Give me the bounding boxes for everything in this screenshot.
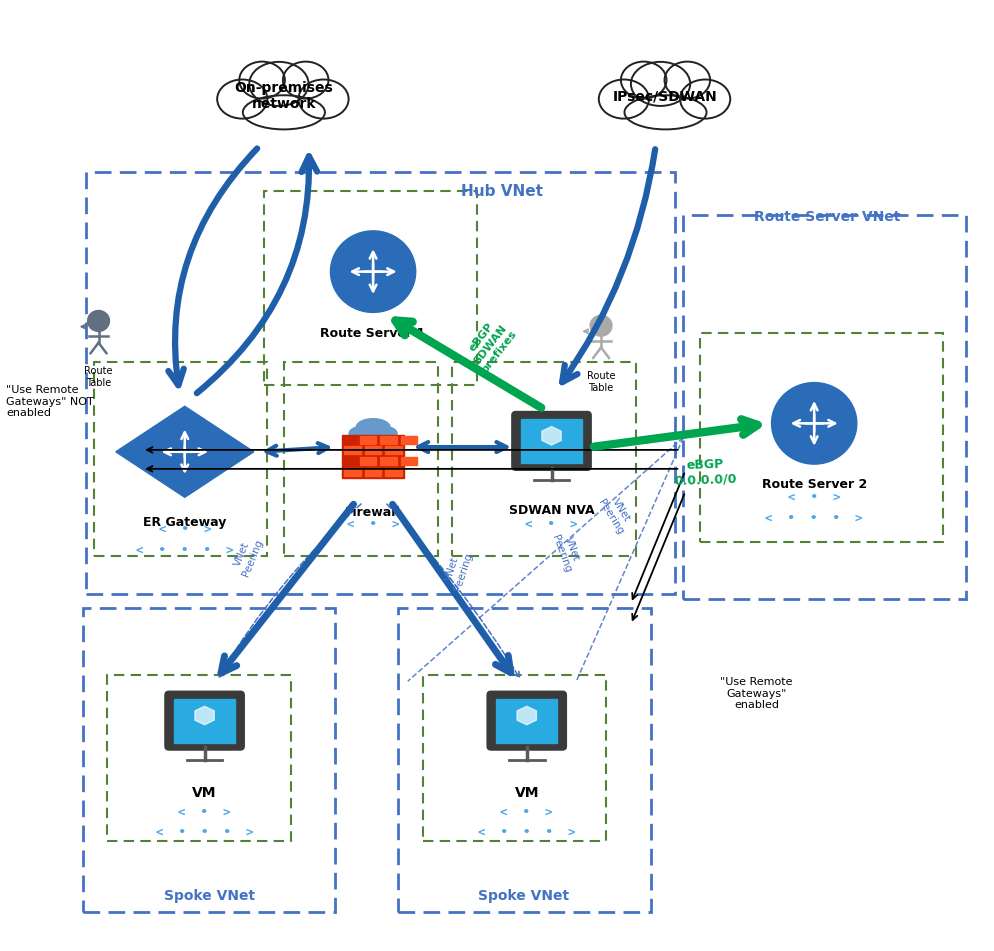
Text: <  •  •  •  >: < • • • > <box>765 512 863 525</box>
Text: <  •  >: < • > <box>158 523 211 536</box>
Text: Spoke VNet: Spoke VNet <box>164 888 255 902</box>
Bar <box>360 436 377 443</box>
Bar <box>398 609 651 912</box>
Text: Route Server VNet: Route Server VNet <box>753 209 901 223</box>
Text: eBGP
SDWAN
prefixes: eBGP SDWAN prefixes <box>461 315 519 375</box>
Text: eBGP
0.0.0.0/0: eBGP 0.0.0.0/0 <box>673 457 737 488</box>
Text: Route
Table: Route Table <box>84 366 112 388</box>
Bar <box>264 191 477 385</box>
Polygon shape <box>542 427 562 445</box>
Text: VNet
Peering: VNet Peering <box>596 491 635 535</box>
Bar <box>342 435 404 477</box>
Text: <  •  >: < • > <box>347 518 400 532</box>
Text: "Use Remote
Gateways" NOT
enabled: "Use Remote Gateways" NOT enabled <box>6 385 94 418</box>
Ellipse shape <box>298 80 349 119</box>
Bar <box>344 446 361 455</box>
FancyBboxPatch shape <box>487 691 567 750</box>
Text: <  •  •  •  >: < • • • > <box>478 826 576 840</box>
Bar <box>365 468 382 476</box>
Bar <box>700 333 943 542</box>
Text: Route Server 1: Route Server 1 <box>320 326 425 340</box>
Bar <box>380 436 397 443</box>
Ellipse shape <box>349 427 373 440</box>
Bar <box>365 446 382 455</box>
Polygon shape <box>115 406 253 497</box>
Text: "Use Remote
Gateways"
enabled: "Use Remote Gateways" enabled <box>721 677 793 710</box>
Ellipse shape <box>374 427 397 440</box>
Text: ER Gateway: ER Gateway <box>143 516 227 530</box>
Text: Route Server 2: Route Server 2 <box>761 478 867 492</box>
Text: VNet
Peering: VNet Peering <box>230 534 264 578</box>
Text: <  •  >: < • > <box>501 805 553 819</box>
Polygon shape <box>517 707 537 725</box>
Text: VNet
Peering: VNet Peering <box>550 529 583 573</box>
Ellipse shape <box>283 62 328 99</box>
Circle shape <box>87 311 109 331</box>
Bar <box>683 215 966 599</box>
FancyBboxPatch shape <box>521 419 582 463</box>
Ellipse shape <box>249 62 308 106</box>
FancyBboxPatch shape <box>512 412 591 471</box>
Text: On-premises
network: On-premises network <box>235 81 333 111</box>
Ellipse shape <box>217 80 267 119</box>
Circle shape <box>330 231 415 313</box>
Text: VNet
Peering: VNet Peering <box>441 549 474 592</box>
Text: SDWAN NVA: SDWAN NVA <box>509 504 594 517</box>
Text: Route
Table: Route Table <box>586 371 615 393</box>
Ellipse shape <box>240 62 285 99</box>
Ellipse shape <box>598 80 649 119</box>
Text: <  •  >: < • > <box>788 491 841 504</box>
Ellipse shape <box>621 62 667 99</box>
Ellipse shape <box>631 62 690 106</box>
Ellipse shape <box>243 95 325 129</box>
Bar <box>452 361 636 556</box>
Ellipse shape <box>356 418 390 436</box>
Bar <box>422 674 606 841</box>
Text: <  •  >: < • > <box>525 518 578 532</box>
FancyBboxPatch shape <box>496 699 558 743</box>
Ellipse shape <box>680 80 731 119</box>
Bar <box>386 468 402 476</box>
Bar <box>284 361 437 556</box>
Bar <box>107 674 291 841</box>
Bar <box>401 436 417 443</box>
Text: VM: VM <box>193 786 217 800</box>
Bar <box>93 361 267 556</box>
FancyBboxPatch shape <box>165 691 245 750</box>
Ellipse shape <box>665 62 710 99</box>
Bar <box>360 457 377 465</box>
Text: VM: VM <box>515 786 539 800</box>
Bar <box>386 446 402 455</box>
Text: <  •  •  •  >: < • • • > <box>136 544 234 557</box>
Bar <box>401 457 417 465</box>
Text: IPsec/SDWAN: IPsec/SDWAN <box>613 89 718 104</box>
Polygon shape <box>195 707 215 725</box>
Text: <  •  •  •  >: < • • • > <box>156 826 253 840</box>
FancyBboxPatch shape <box>174 699 236 743</box>
Circle shape <box>590 315 612 336</box>
Ellipse shape <box>624 95 707 129</box>
Text: <  •  >: < • > <box>178 805 231 819</box>
Circle shape <box>771 382 857 464</box>
Text: Spoke VNet: Spoke VNet <box>478 888 570 902</box>
Bar <box>380 457 397 465</box>
Bar <box>344 468 361 476</box>
Bar <box>85 172 675 594</box>
Bar <box>83 609 335 912</box>
Text: Hub VNet: Hub VNet <box>461 184 543 199</box>
Text: Firewall: Firewall <box>345 506 401 519</box>
